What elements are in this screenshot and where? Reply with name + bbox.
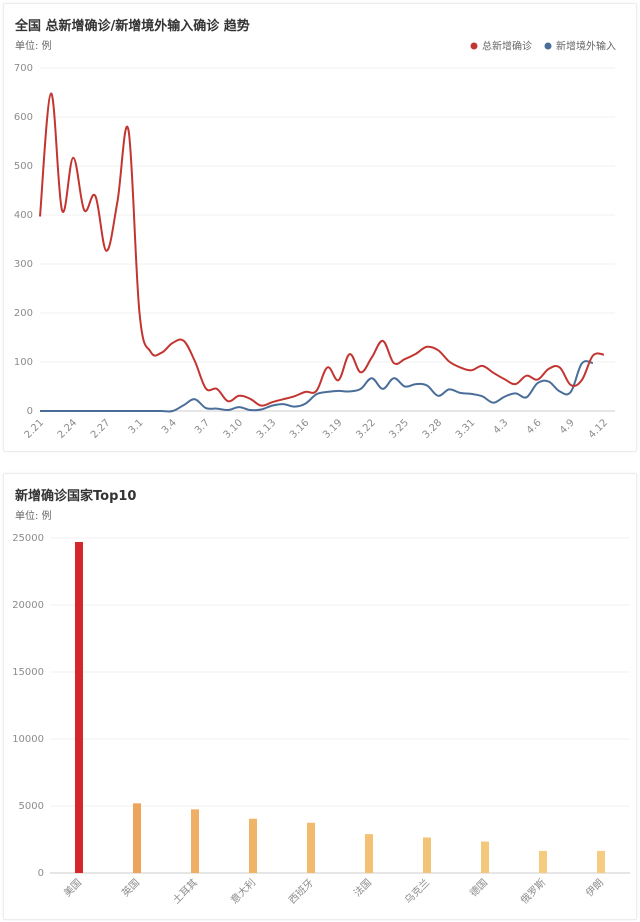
top10-chart-title: 新增确诊国家Top10: [15, 489, 137, 504]
y-tick-label: 700: [14, 63, 33, 74]
x-tick-label: 西班牙: [286, 877, 316, 907]
x-tick-label: 乌克兰: [402, 876, 432, 906]
bar: [597, 850, 605, 873]
y-tick-label: 600: [14, 112, 33, 123]
y-tick-label: 10000: [12, 734, 44, 745]
bar: [133, 803, 141, 873]
x-tick-label: 2.24: [56, 417, 80, 441]
top10-chart-card: 新增确诊国家Top10 单位: 例 0 5000 10000 15000 20000 25…: [3, 473, 637, 920]
x-tick-label: 3.22: [354, 417, 378, 441]
top10-chart-unit: 单位: 例: [15, 511, 52, 522]
trend-chart-unit: 单位: 例: [15, 41, 52, 52]
y-tick-label: 100: [14, 357, 33, 368]
y-tick-label: 500: [14, 161, 33, 172]
bar: [249, 818, 257, 873]
x-tick-label: 4.12: [587, 417, 611, 441]
legend-marker: [470, 42, 478, 50]
x-tick-label: 意大利: [228, 876, 258, 906]
trend-line-chart: 0 100 200 300 400 500 600 700 2.21 2.24 2.27 3.1 3.4…: [14, 40, 616, 441]
legend-marker: [544, 42, 552, 50]
x-tick-label: 3.7: [193, 417, 212, 436]
x-tick-label: 英国: [119, 876, 142, 899]
bar: [75, 542, 83, 873]
y-tick-label: 20000: [12, 600, 44, 611]
series-line: [39, 92, 605, 407]
bar: [539, 850, 547, 873]
y-tick-label: 300: [14, 259, 33, 270]
x-tick-label: 德国: [467, 876, 490, 899]
x-tick-label: 2.21: [23, 417, 47, 441]
legend-label: 新增境外输入: [556, 40, 616, 53]
legend-label: 总新增确诊: [482, 40, 532, 53]
x-tick-label: 3.31: [454, 417, 478, 441]
x-tick-label: 法国: [351, 876, 374, 899]
x-tick-label: 3.4: [160, 417, 179, 436]
x-tick-label: 3.10: [222, 417, 246, 441]
x-tick-label: 伊朗: [583, 877, 606, 900]
x-tick-label: 2.27: [89, 417, 113, 441]
bar: [307, 822, 315, 873]
x-tick-label: 3.16: [288, 417, 312, 441]
x-tick-label: 4.3: [492, 417, 511, 436]
y-tick-label: 200: [14, 308, 33, 319]
bar: [481, 841, 489, 873]
x-tick-label: 3.13: [255, 417, 279, 441]
x-tick-label: 3.28: [421, 417, 445, 441]
x-tick-label: 3.25: [388, 417, 412, 441]
x-tick-label: 土耳其: [170, 876, 200, 906]
x-tick-label: 3.19: [321, 417, 345, 441]
y-tick-label: 400: [14, 210, 33, 221]
top10-bar-chart: 0 5000 10000 15000 20000 25000 美国 英国 土耳其 意大利 西班牙 法国…: [12, 533, 630, 907]
bar: [423, 837, 431, 873]
trend-chart-card: 全国 总新增确诊/新增境外输入确诊 趋势 单位: 例 0 100 200 300 400…: [3, 3, 637, 452]
bar: [365, 834, 373, 873]
x-tick-label: 3.1: [127, 417, 146, 436]
trend-chart-title: 全国 总新增确诊/新增境外输入确诊 趋势: [15, 19, 250, 34]
bar: [191, 809, 199, 873]
series-line: [39, 360, 594, 413]
x-tick-label: 4.6: [525, 417, 544, 436]
y-tick-label: 5000: [19, 801, 44, 812]
x-tick-label: 美国: [61, 876, 84, 899]
y-tick-label: 0: [27, 406, 33, 417]
y-tick-label: 15000: [12, 667, 44, 678]
x-tick-label: 俄罗斯: [518, 876, 548, 906]
y-tick-label: 0: [38, 868, 44, 879]
y-tick-label: 25000: [12, 533, 44, 544]
x-tick-label: 4.9: [558, 417, 577, 436]
